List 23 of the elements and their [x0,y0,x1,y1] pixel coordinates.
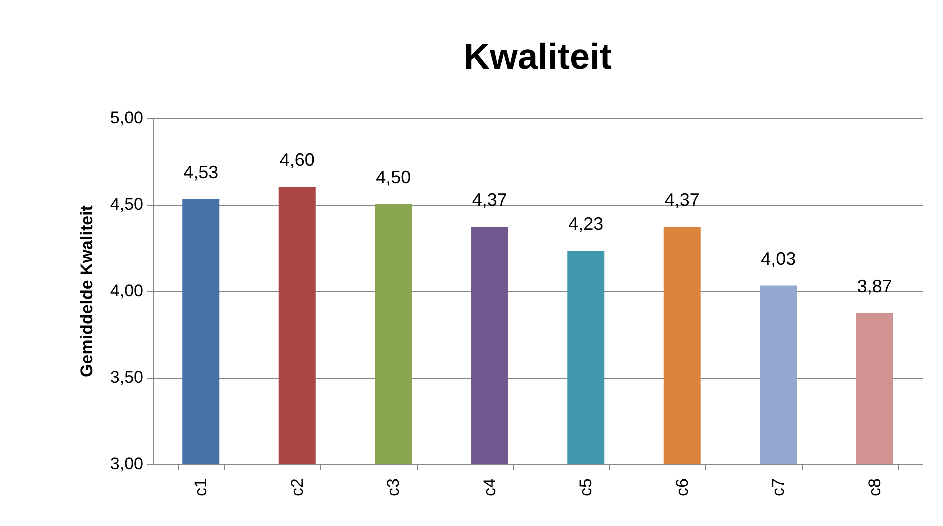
data-label: 3,87 [857,276,892,296]
x-tick-label: c8 [865,478,884,496]
chart-title: Kwaliteit [464,36,612,77]
y-tick-label: 4,50 [110,195,144,214]
y-axis-title: Gemiddelde Kwaliteit [77,205,96,378]
data-label: 4,03 [761,248,796,269]
data-label: 4,60 [280,150,315,170]
x-tick-label: c4 [480,478,500,496]
x-tick-label: c5 [576,478,596,496]
x-tick-label: c2 [288,478,307,496]
data-label: 4,37 [664,190,700,210]
y-tick-label: 3,00 [110,454,144,474]
y-tick-label: 4,00 [110,282,144,300]
y-tick-label: 3,50 [110,368,144,387]
x-tick-label: c3 [384,478,404,496]
data-label: 4,50 [376,168,412,188]
x-tick-label: c7 [769,478,788,496]
x-tick-label: c6 [672,478,692,496]
data-label: 4,23 [568,214,604,234]
x-tick-label: c1 [192,478,211,496]
y-tick-label: 5,00 [110,108,144,128]
data-label: 4,37 [472,190,508,210]
data-label: 4,53 [184,162,219,182]
